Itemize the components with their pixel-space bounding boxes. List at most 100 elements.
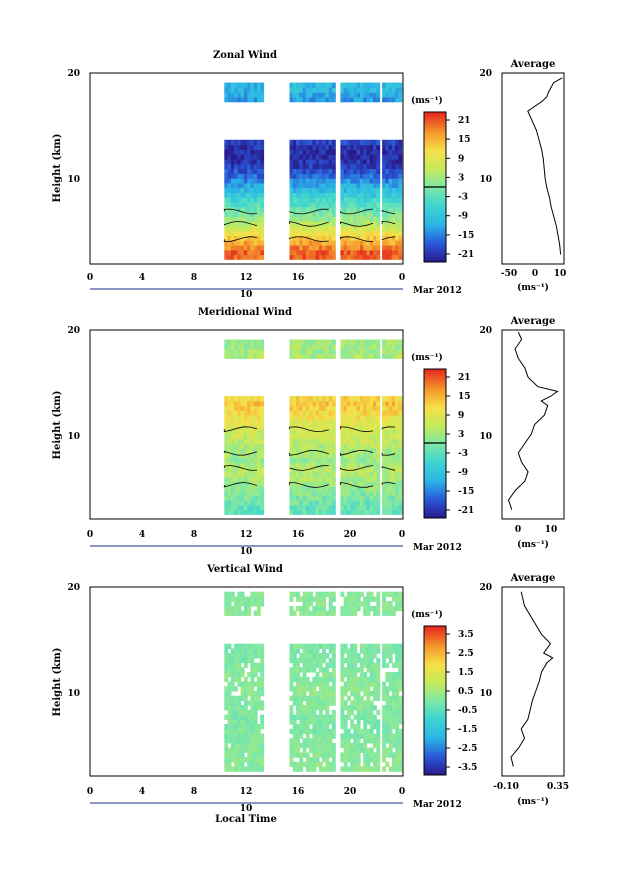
- heatmap-cell: [395, 182, 400, 189]
- heatmap-cell: [363, 462, 368, 468]
- heatmap-cell: [305, 344, 310, 350]
- heatmap-cell: [369, 757, 374, 763]
- heatmap-cell: [260, 700, 265, 706]
- heatmap-cell: [363, 653, 368, 659]
- heatmap-cell: [328, 405, 333, 411]
- heatmap-cell: [224, 211, 229, 217]
- heatmap-cell: [388, 709, 393, 716]
- heatmap-cell: [328, 728, 333, 735]
- heatmap-cell: [292, 348, 297, 355]
- heatmap-cell: [315, 410, 320, 416]
- heatmap-cell: [253, 144, 258, 150]
- heatmap-cell: [230, 495, 235, 501]
- heatmap-cell: [346, 657, 351, 664]
- heatmap-cell: [322, 353, 326, 359]
- heatmap-cell: [305, 182, 310, 189]
- heatmap-cell: [376, 211, 381, 217]
- heatmap-cell: [360, 686, 364, 692]
- heatmap-cell: [360, 216, 364, 222]
- heatmap-cell: [340, 344, 345, 350]
- heatmap-cell: [369, 676, 374, 683]
- heatmap-cell: [363, 643, 368, 649]
- heatmap-cell: [369, 448, 374, 454]
- heatmap-cell: [318, 700, 323, 706]
- heatmap-cell: [234, 182, 238, 189]
- heatmap-cell: [328, 509, 333, 515]
- heatmap-cell: [363, 504, 368, 511]
- heatmap-cell: [366, 738, 371, 744]
- heatmap-cell: [234, 230, 238, 236]
- heatmap-cell: [385, 168, 390, 174]
- plot-frame: [89, 329, 404, 520]
- heatmap-cell: [343, 691, 348, 697]
- heatmap-cell: [318, 610, 323, 616]
- heatmap-cell: [343, 244, 348, 251]
- heatmap-cell: [305, 163, 310, 170]
- heatmap-cell: [369, 691, 374, 697]
- heatmap-cell: [382, 192, 386, 198]
- heatmap-cell: [369, 462, 374, 468]
- heatmap-cell: [247, 244, 252, 251]
- heatmap-cell: [366, 657, 371, 664]
- colorbar-tick-label: 1.5: [458, 668, 474, 678]
- heatmap-cell: [395, 348, 400, 355]
- heatmap-cell: [260, 96, 265, 103]
- heatmap-cell: [340, 149, 345, 155]
- x-tick-label: 0: [87, 787, 93, 797]
- heatmap-cell: [302, 400, 307, 407]
- heatmap-cell: [230, 344, 235, 350]
- heatmap-cell: [322, 747, 326, 753]
- heatmap-cell: [328, 662, 333, 668]
- heatmap-cell: [230, 752, 235, 758]
- heatmap-cell: [292, 419, 297, 426]
- heatmap-cell: [382, 168, 386, 174]
- heatmap-cell: [224, 457, 229, 463]
- heatmap-cell: [227, 144, 232, 150]
- heatmap-cell: [328, 433, 333, 440]
- heatmap-cell: [309, 467, 313, 473]
- heatmap-cell: [230, 87, 235, 93]
- heatmap-cell: [331, 87, 336, 93]
- heatmap-cell: [230, 742, 235, 749]
- heatmap-cell: [328, 747, 333, 753]
- heatmap-cell: [260, 92, 265, 98]
- avg-x-tick: -0.10: [493, 782, 519, 792]
- heatmap-cell: [296, 240, 300, 246]
- heatmap-cell: [299, 433, 304, 440]
- heatmap-cell: [366, 96, 371, 103]
- heatmap-cell: [360, 221, 364, 227]
- heatmap-cell: [237, 201, 242, 208]
- heatmap-cell: [250, 344, 255, 350]
- heatmap-cell: [356, 752, 361, 758]
- heatmap-cell: [350, 495, 355, 501]
- heatmap-cell: [237, 672, 242, 678]
- heatmap-cell: [289, 471, 294, 478]
- x-axis-label: Local Time: [215, 814, 277, 825]
- heatmap-cell: [253, 700, 258, 706]
- heatmap-cell: [343, 601, 348, 607]
- heatmap-cell: [260, 254, 265, 260]
- heatmap-cell: [388, 509, 393, 515]
- heatmap-cell: [331, 747, 336, 753]
- heatmap-cell: [250, 495, 255, 501]
- heatmap-cell: [328, 495, 333, 501]
- heatmap-cell: [230, 448, 235, 454]
- heatmap-cell: [369, 733, 374, 739]
- heatmap-cell: [315, 163, 320, 170]
- heatmap-cell: [240, 415, 245, 421]
- heatmap-cell: [385, 144, 390, 150]
- heatmap-cell: [353, 154, 358, 160]
- heatmap-cell: [250, 158, 255, 165]
- heatmap-cell: [343, 757, 348, 763]
- heatmap-cell: [360, 452, 364, 459]
- heatmap-cell: [289, 738, 294, 744]
- heatmap-cell: [234, 87, 238, 93]
- heatmap-cell: [343, 462, 348, 468]
- heatmap-cell: [388, 410, 393, 416]
- heatmap-cell: [376, 742, 381, 749]
- heatmap-cell: [385, 211, 390, 217]
- heatmap-cell: [289, 92, 294, 98]
- heatmap-cell: [318, 216, 323, 222]
- heatmap-cell: [292, 339, 297, 345]
- heatmap-cell: [309, 96, 313, 103]
